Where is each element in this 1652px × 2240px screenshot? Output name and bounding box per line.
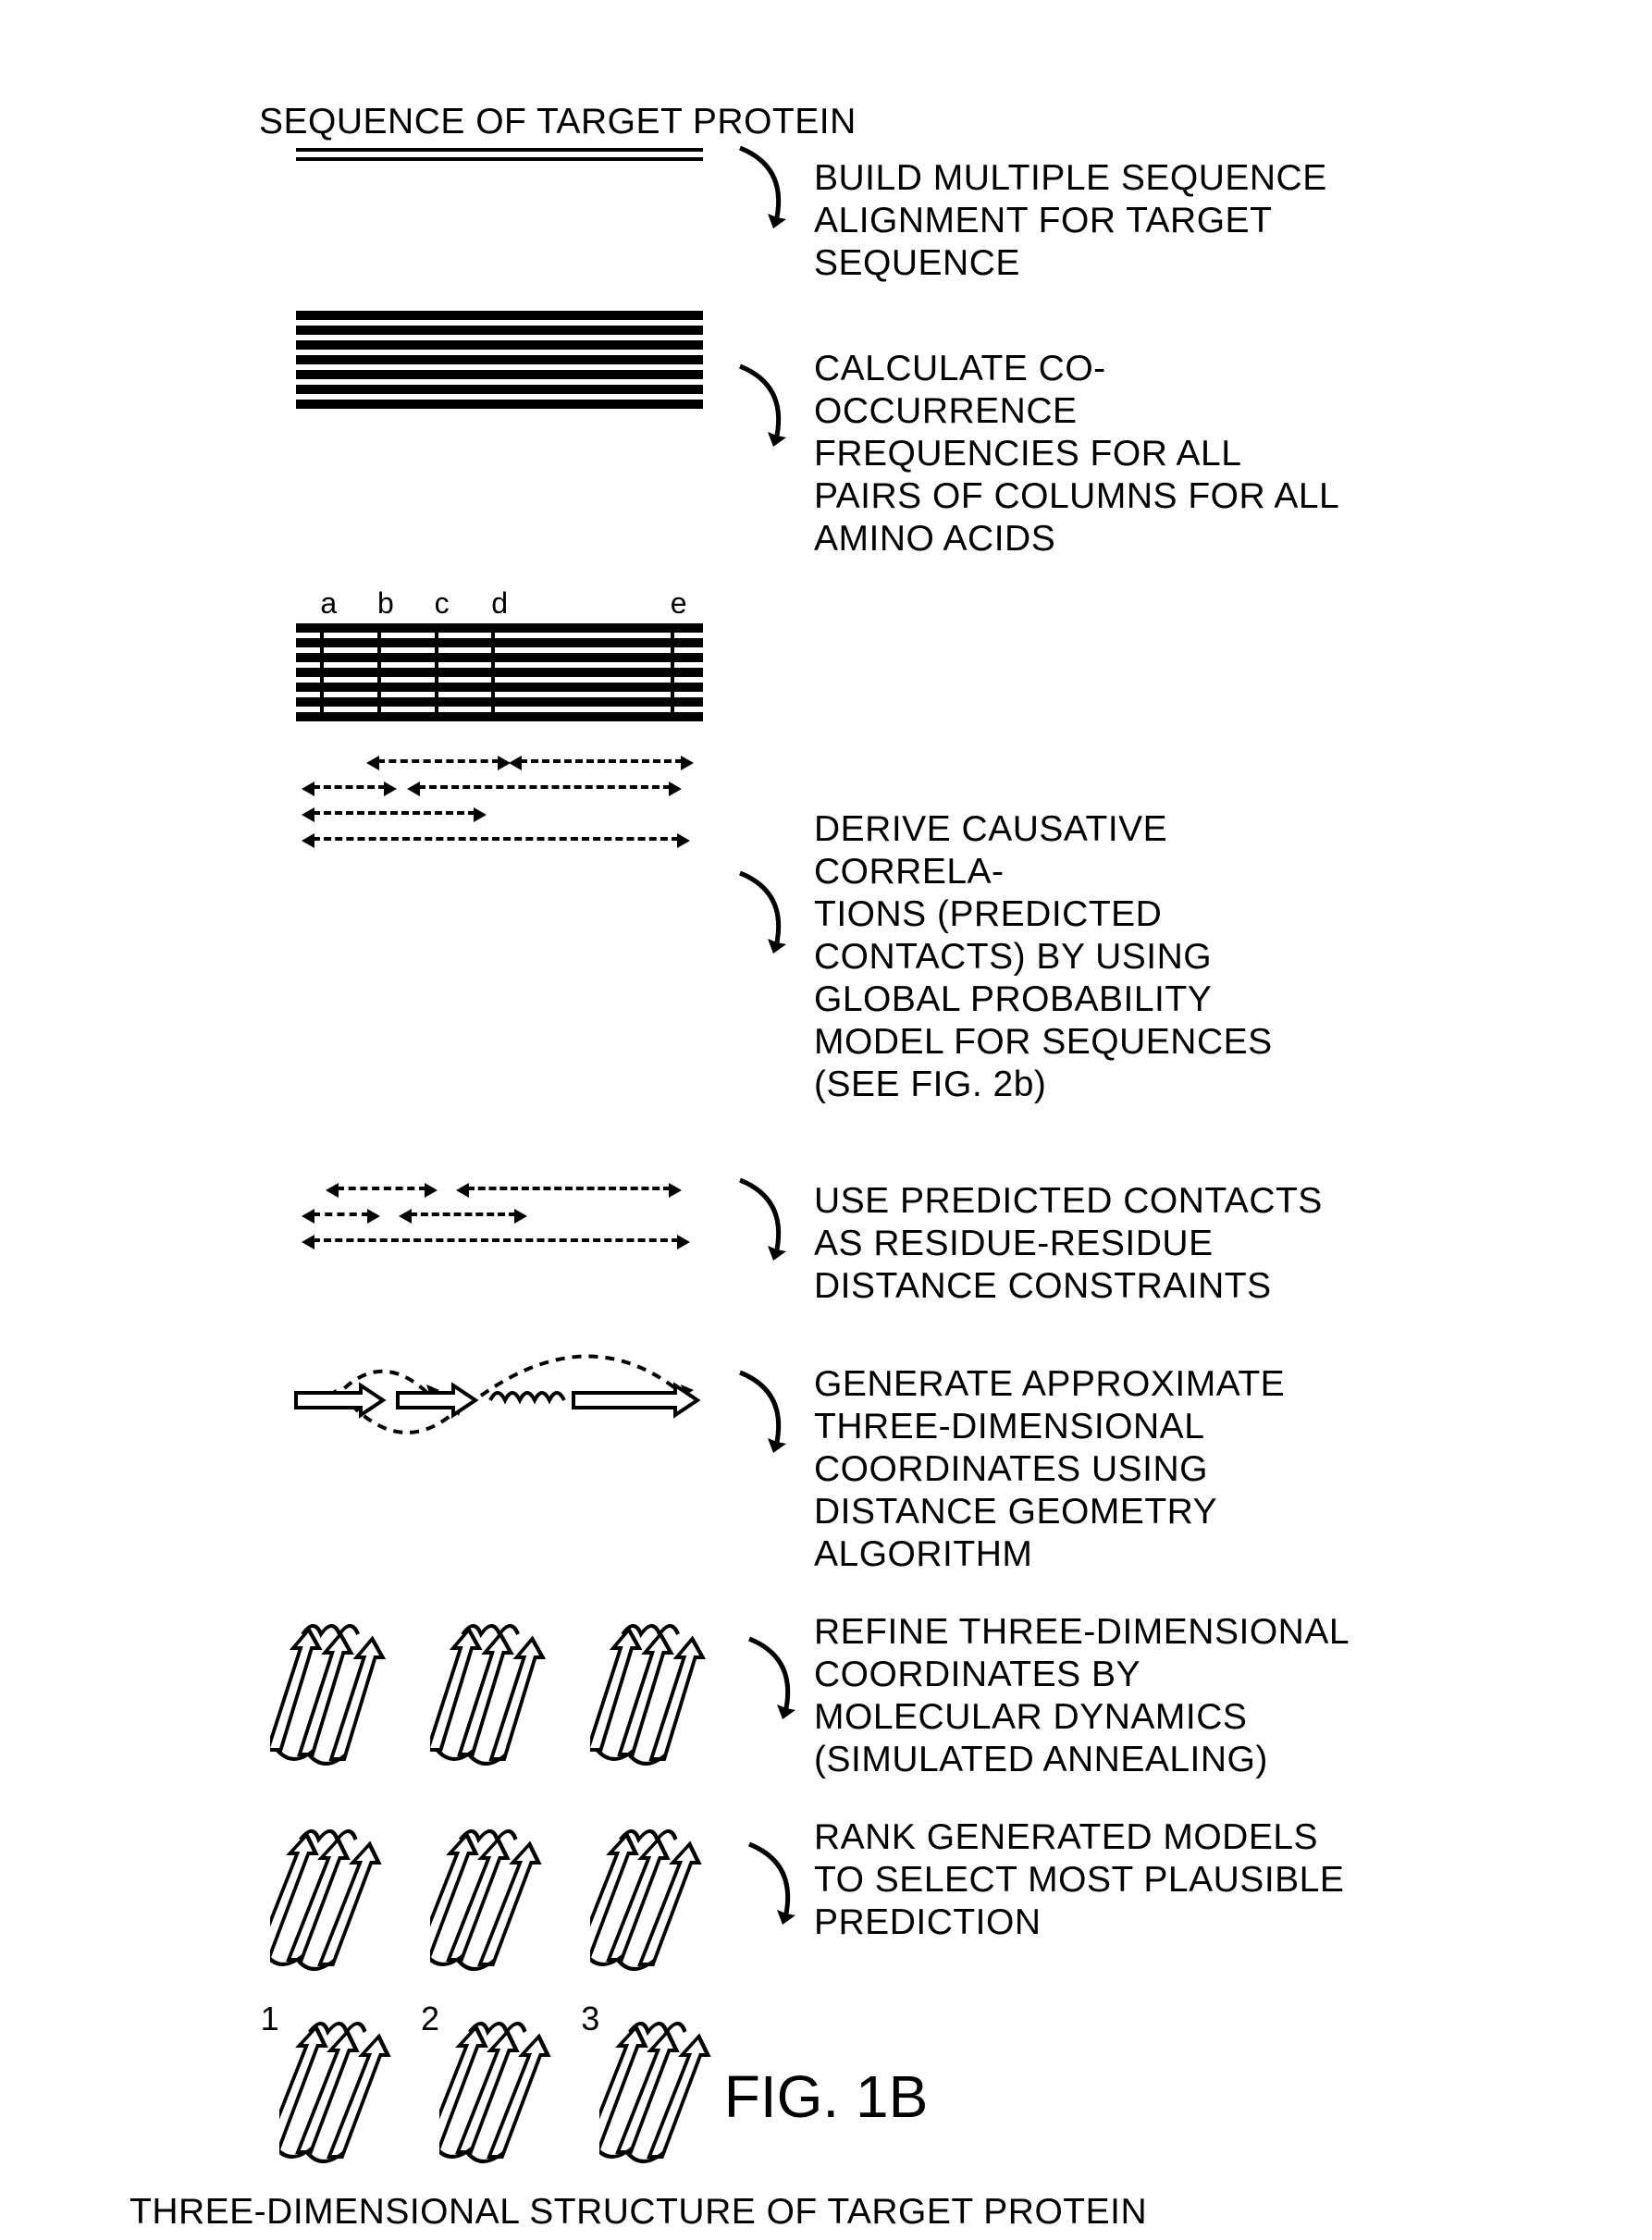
grid-column bbox=[671, 623, 674, 721]
correlation-arrow bbox=[410, 1212, 515, 1216]
correlation-arrow bbox=[418, 785, 671, 789]
flow-arrow-icon bbox=[740, 1630, 814, 1731]
grid-column bbox=[435, 623, 438, 721]
protein-fold-icon bbox=[270, 1602, 409, 1768]
column-letter: e bbox=[671, 586, 687, 621]
msa-line bbox=[296, 340, 703, 350]
msa-line bbox=[296, 385, 703, 394]
protein-fold-icon bbox=[430, 1602, 569, 1768]
column-labels: a b c d e bbox=[296, 586, 703, 620]
step-3-text: DERIVE CAUSATIVE CORRELA- TIONS (PREDICT… bbox=[814, 808, 1350, 1106]
correlation-arrow bbox=[313, 1238, 679, 1242]
dash-row bbox=[296, 779, 703, 795]
msa-block bbox=[296, 311, 703, 409]
row-dash-top: DERIVE CAUSATIVE CORRELA- TIONS (PREDICT… bbox=[240, 753, 1406, 1106]
correlation-arrow bbox=[467, 1187, 671, 1190]
grid-row bbox=[296, 712, 703, 721]
grid-row bbox=[296, 668, 703, 677]
cooccurrence-grid bbox=[296, 623, 703, 727]
correlation-arrows-bottom bbox=[296, 1180, 703, 1249]
grid-column bbox=[491, 623, 495, 721]
step-5-text: GENERATE APPROXIMATE THREE-DIMENSIONAL C… bbox=[814, 1363, 1350, 1576]
step-2-text: CALCULATE CO-OCCURRENCE FREQUENCIES FOR … bbox=[814, 348, 1350, 560]
grid-row bbox=[296, 623, 703, 633]
header-label: SEQUENCE OF TARGET PROTEIN bbox=[259, 102, 1406, 142]
row-seq: BUILD MULTIPLE SEQUENCE ALIGNMENT FOR TA… bbox=[240, 148, 1406, 285]
protein-fold-icon bbox=[430, 1807, 569, 1974]
protein-fold-icon bbox=[590, 1807, 729, 1974]
grid-row bbox=[296, 697, 703, 707]
rank-number: 3 bbox=[581, 2000, 599, 2038]
row-dash-bottom: USE PREDICTED CONTACTS AS RESIDUE-RESIDU… bbox=[240, 1180, 1406, 1308]
flow-arrow-icon bbox=[731, 357, 805, 459]
step-7-text: RANK GENERATED MODELS TO SELECT MOST PLA… bbox=[814, 1816, 1350, 1944]
grid-row bbox=[296, 653, 703, 662]
figure-label: FIG. 1B bbox=[0, 2062, 1652, 2131]
flow-arrow-icon bbox=[731, 1363, 805, 1465]
rank-number: 1 bbox=[261, 2000, 279, 2038]
protein-fold-icon bbox=[590, 1602, 729, 1768]
step-4-text: USE PREDICTED CONTACTS AS RESIDUE-RESIDU… bbox=[814, 1180, 1350, 1308]
fold-row-2 bbox=[259, 1807, 740, 1974]
secondary-structure-diagram bbox=[277, 1335, 721, 1465]
msa-line bbox=[296, 326, 703, 335]
column-letter: c bbox=[435, 586, 450, 621]
dash-row bbox=[296, 805, 703, 821]
flow-arrow-icon bbox=[731, 1171, 805, 1273]
dash-row bbox=[296, 1206, 703, 1223]
step-1-text: BUILD MULTIPLE SEQUENCE ALIGNMENT FOR TA… bbox=[814, 157, 1350, 285]
column-letter: a bbox=[320, 586, 337, 621]
row-grid: a b c d e bbox=[240, 586, 1406, 727]
grid-column bbox=[320, 623, 324, 721]
row-msa: CALCULATE CO-OCCURRENCE FREQUENCIES FOR … bbox=[240, 311, 1406, 560]
msa-line bbox=[296, 400, 703, 409]
correlation-arrow bbox=[520, 759, 683, 763]
flow-arrow-icon bbox=[731, 864, 805, 966]
correlation-arrow bbox=[337, 1187, 426, 1190]
msa-line bbox=[296, 370, 703, 379]
dash-row bbox=[296, 1180, 703, 1197]
correlation-arrow bbox=[313, 1212, 370, 1216]
correlation-arrow bbox=[313, 837, 679, 841]
grid-column bbox=[377, 623, 381, 721]
dash-row bbox=[296, 831, 703, 847]
grid-row bbox=[296, 638, 703, 647]
correlation-arrows-top bbox=[296, 753, 703, 847]
row-folds-1: REFINE THREE-DIMENSIONAL COORDINATES BY … bbox=[240, 1602, 1406, 1781]
correlation-arrow bbox=[313, 785, 386, 789]
fold-row-1 bbox=[259, 1602, 740, 1768]
grid-row bbox=[296, 683, 703, 692]
step-6-text: REFINE THREE-DIMENSIONAL COORDINATES BY … bbox=[814, 1611, 1350, 1781]
correlation-arrow bbox=[377, 759, 499, 763]
dash-row bbox=[296, 1232, 703, 1249]
column-letter: b bbox=[377, 586, 394, 621]
rank-number: 2 bbox=[421, 2000, 439, 2038]
msa-line bbox=[296, 311, 703, 320]
row-ss: GENERATE APPROXIMATE THREE-DIMENSIONAL C… bbox=[240, 1335, 1406, 1576]
target-sequence-bar bbox=[296, 148, 703, 161]
flow-arrow-icon bbox=[731, 139, 805, 240]
footer-label: THREE-DIMENSIONAL STRUCTURE OF TARGET PR… bbox=[129, 2192, 1406, 2233]
protein-fold-icon bbox=[270, 1807, 409, 1974]
diagram-container: SEQUENCE OF TARGET PROTEIN BUILD MULTIPL… bbox=[240, 102, 1406, 2233]
row-folds-2: RANK GENERATED MODELS TO SELECT MOST PLA… bbox=[240, 1807, 1406, 1974]
correlation-arrow bbox=[313, 811, 475, 815]
column-letter: d bbox=[491, 586, 508, 621]
flow-arrow-icon bbox=[740, 1835, 814, 1937]
dash-row bbox=[296, 753, 703, 769]
msa-line bbox=[296, 355, 703, 364]
